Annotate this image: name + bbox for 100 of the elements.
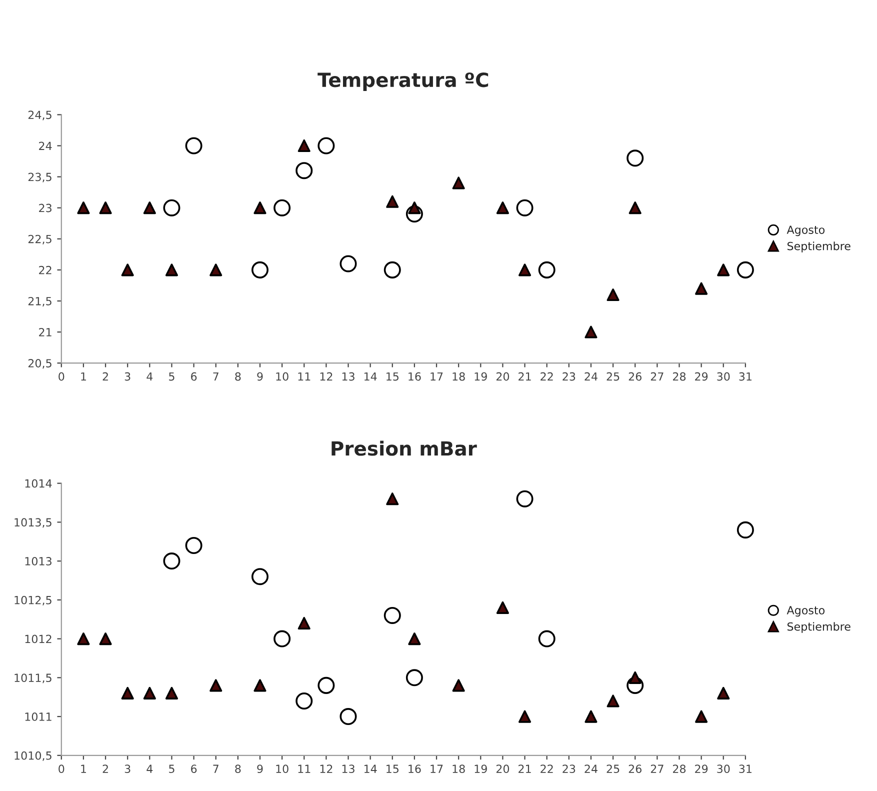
point <box>736 261 754 278</box>
x-tick-label: 3 <box>124 372 130 381</box>
x-tick-label: 0 <box>58 372 64 381</box>
point <box>99 202 112 214</box>
point <box>185 137 202 154</box>
x-tick-label: 26 <box>628 372 642 381</box>
y-tick-label: 22,5 <box>28 234 52 244</box>
y-tick-label: 24,5 <box>28 110 52 120</box>
point <box>628 202 642 214</box>
point <box>452 679 465 692</box>
x-tick-label: 28 <box>672 764 686 774</box>
x-tick-label: 25 <box>606 764 620 774</box>
y-tick-label: 1012,5 <box>14 596 52 606</box>
point <box>340 255 357 272</box>
y-tick-label: 1013,5 <box>14 518 52 528</box>
x-tick-label: 28 <box>672 372 686 381</box>
x-tick-label: 15 <box>386 372 398 381</box>
point <box>695 282 708 295</box>
x-tick-label: 26 <box>628 764 642 774</box>
x-tick-label: 18 <box>452 764 465 774</box>
x-tick-label: 16 <box>408 372 421 381</box>
point <box>717 686 730 700</box>
x-tick-label: 21 <box>518 764 531 773</box>
point <box>518 710 532 723</box>
x-tick-label: 5 <box>169 372 174 381</box>
point <box>251 568 268 586</box>
point <box>318 137 335 154</box>
y-tick-label: 21,5 <box>28 296 52 306</box>
x-tick-label: 7 <box>213 372 218 381</box>
point <box>99 632 112 646</box>
x-tick-label: 4 <box>146 372 153 381</box>
point <box>296 692 313 710</box>
x-tick-label: 31 <box>739 764 752 774</box>
point <box>143 686 156 700</box>
chart-title: Presion mBar <box>332 440 477 456</box>
point <box>626 150 644 167</box>
x-tick-label: 13 <box>342 372 354 381</box>
x-tick-label: 18 <box>452 372 465 381</box>
x-tick-label: 17 <box>430 372 443 381</box>
x-tick-label: 23 <box>562 372 576 381</box>
x-tick-label: 8 <box>235 372 241 381</box>
x-tick-label: 10 <box>276 764 288 774</box>
x-tick-label: 27 <box>650 764 664 773</box>
point <box>163 199 180 216</box>
x-tick-label: 20 <box>496 764 510 774</box>
x-tick-label: 1 <box>81 764 86 773</box>
x-tick-label: 3 <box>124 764 130 774</box>
y-tick-label: 1011,5 <box>14 674 52 684</box>
x-tick-label: 0 <box>58 764 64 774</box>
point <box>386 492 399 506</box>
point <box>251 261 268 278</box>
point <box>77 632 90 646</box>
y-tick-label: 23,5 <box>28 172 52 182</box>
point <box>296 162 313 180</box>
point <box>77 202 90 214</box>
y-tick-label: 1011 <box>25 712 52 721</box>
x-tick-label: 22 <box>540 764 553 773</box>
x-tick-label: 29 <box>695 764 708 774</box>
point <box>452 176 465 190</box>
x-tick-label: 8 <box>235 764 241 774</box>
point <box>695 710 708 723</box>
point <box>165 686 178 700</box>
x-tick-label: 24 <box>584 764 598 773</box>
x-tick-label: 21 <box>518 372 531 381</box>
point <box>210 264 222 276</box>
point <box>210 679 222 692</box>
x-tick-label: 7 <box>213 764 218 773</box>
x-tick-label: 31 <box>739 372 752 381</box>
x-tick-label: 14 <box>364 372 377 381</box>
point <box>143 202 156 214</box>
x-tick-label: 19 <box>474 372 487 381</box>
legend-label: Septiembre <box>787 242 850 252</box>
y-tick-label: 20,5 <box>28 359 52 369</box>
point <box>318 676 335 694</box>
x-tick-label: 2 <box>102 764 108 773</box>
x-tick-label: 6 <box>191 372 197 381</box>
y-tick-label: 1012 <box>25 634 52 644</box>
point <box>298 616 310 630</box>
x-tick-label: 6 <box>191 764 197 774</box>
point <box>516 490 534 508</box>
x-tick-label: 19 <box>474 764 487 774</box>
point <box>340 708 357 726</box>
point <box>165 264 178 276</box>
point <box>274 199 291 216</box>
x-tick-label: 29 <box>695 372 708 381</box>
x-tick-label: 12 <box>320 372 332 381</box>
point <box>516 199 534 216</box>
point <box>736 521 754 538</box>
point <box>496 601 510 614</box>
point <box>254 202 266 214</box>
point <box>121 264 134 276</box>
y-tick-label: 21 <box>39 328 52 336</box>
point <box>406 669 423 686</box>
point <box>408 632 421 646</box>
point <box>274 630 291 648</box>
point <box>298 139 310 152</box>
point <box>518 264 532 276</box>
x-tick-label: 5 <box>169 764 174 774</box>
x-tick-label: 23 <box>562 764 576 774</box>
point <box>496 202 510 214</box>
